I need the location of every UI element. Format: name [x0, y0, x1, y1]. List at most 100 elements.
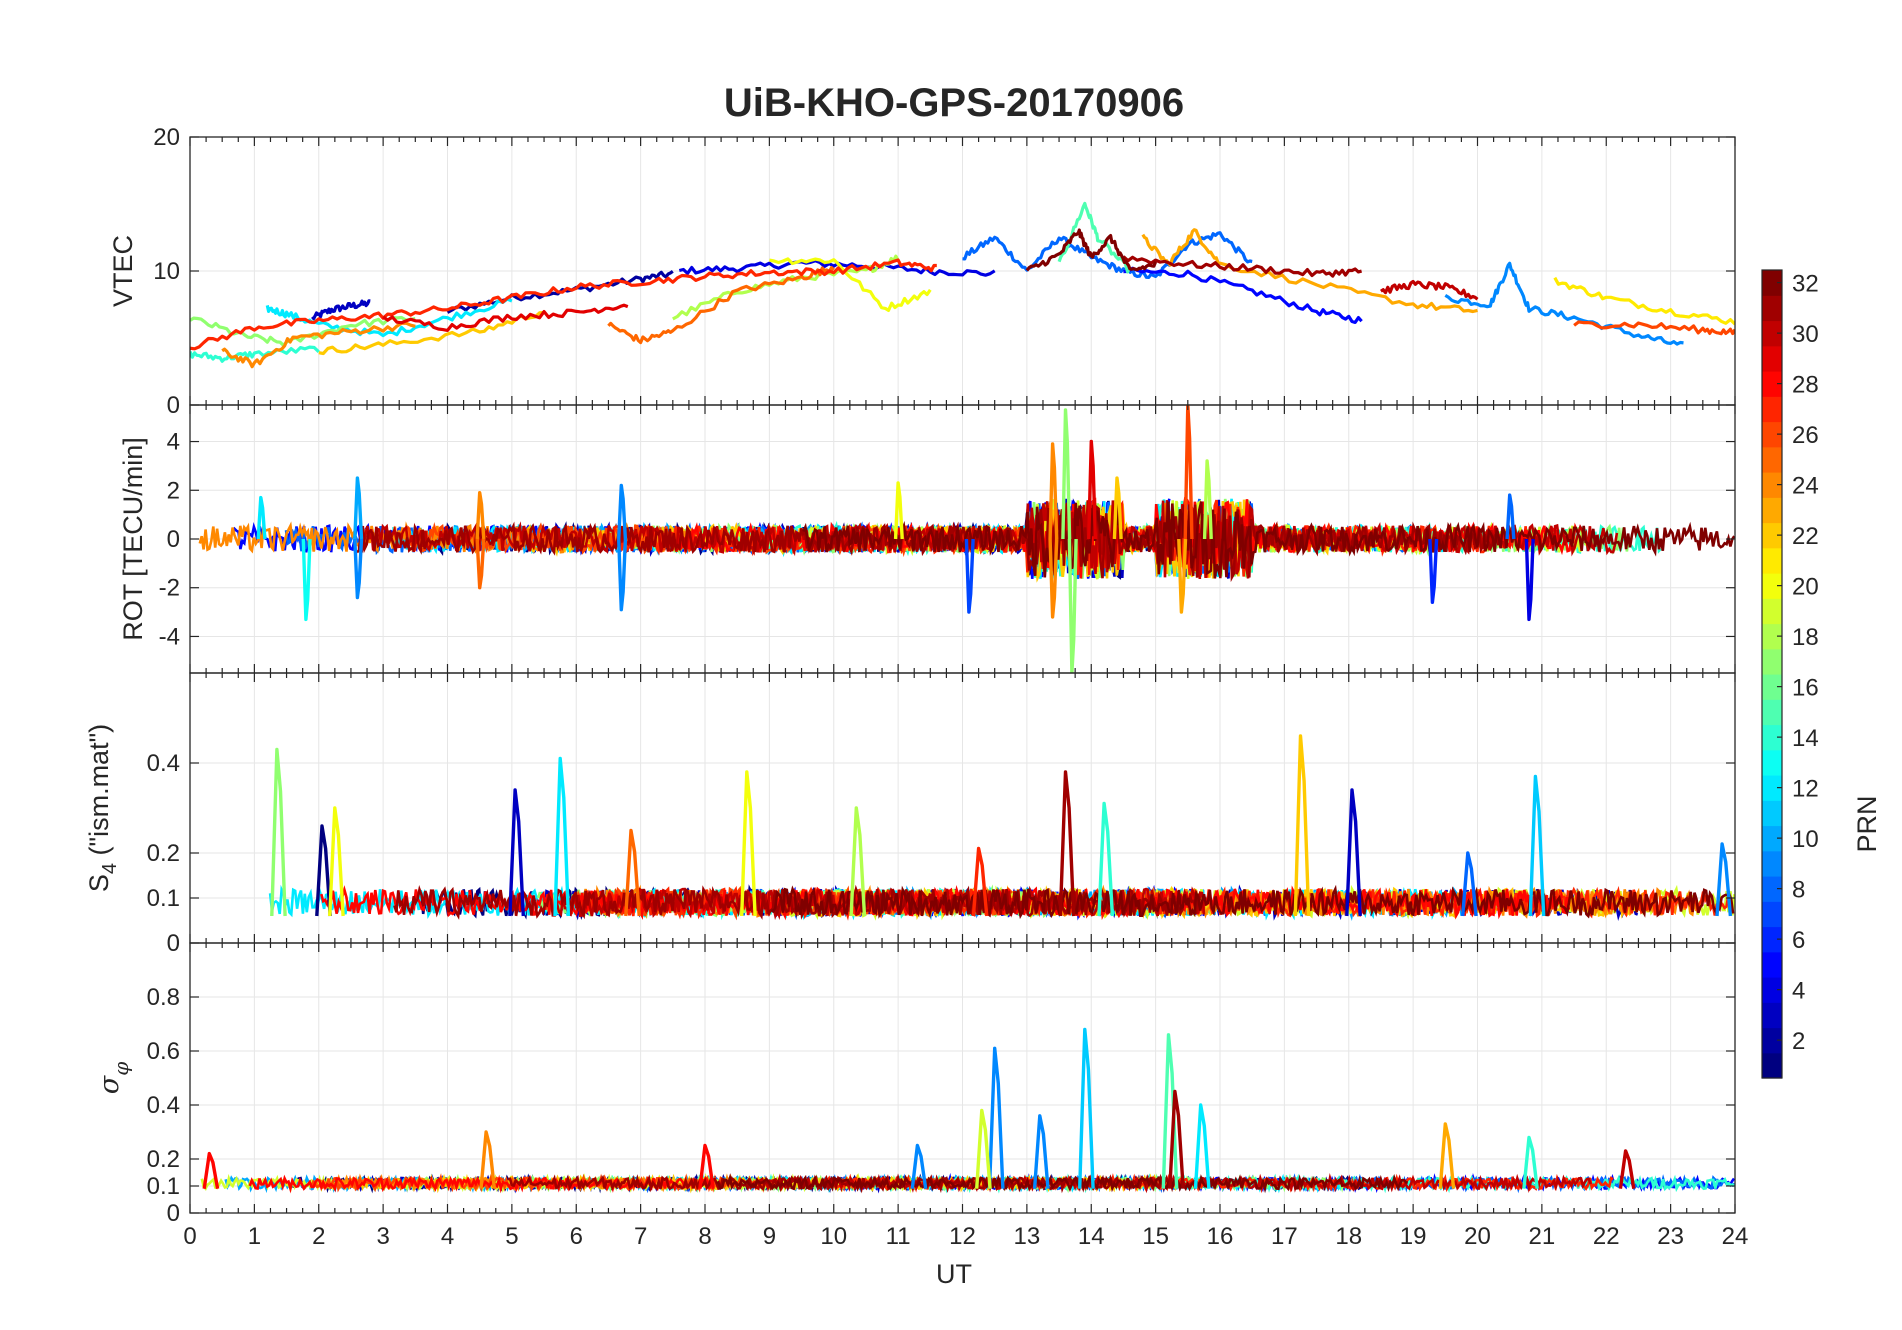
- rot-spike-12: [1067, 538, 1078, 673]
- x-tick-label: 21: [1529, 1223, 1556, 1250]
- vtec-trace-prn-8: [962, 231, 1253, 279]
- y-tick-label: 0.2: [147, 1146, 180, 1173]
- colorbar-swatch: [1762, 1052, 1782, 1079]
- colorbar-swatch: [1762, 951, 1782, 978]
- colorbar-swatch: [1762, 876, 1782, 902]
- s4-spike-8: [971, 846, 989, 917]
- x-tick-label: 19: [1400, 1223, 1427, 1250]
- colorbar-tick-label: 4: [1792, 978, 1805, 1005]
- colorbar-tick-label: 2: [1792, 1028, 1805, 1055]
- colorbar-swatch: [1762, 371, 1782, 397]
- rot-spike-3: [475, 491, 486, 540]
- sigma_phi-spike-6: [1032, 1114, 1050, 1189]
- s4-spike-12: [1345, 788, 1362, 917]
- s4-spike-1: [315, 824, 332, 917]
- s4-spike-7: [849, 806, 867, 917]
- panel-s4: 0 0.1 0.2 0.4 S4 ("ism.mat"): [84, 672, 1736, 957]
- rot-spike-19: [1505, 493, 1516, 540]
- colorbar-swatch: [1762, 623, 1782, 650]
- vtec-trace-prn-32: [1025, 228, 1158, 272]
- s4-spike-14: [1715, 842, 1733, 917]
- colorbar-tick-label: 6: [1792, 927, 1805, 954]
- y-tick-label: 0.2: [147, 840, 180, 867]
- vtec-trace-prn-21: [1553, 276, 1735, 326]
- s4-trace-prn-31: [393, 884, 1202, 920]
- sigma_phi-spike-1: [479, 1130, 497, 1189]
- sigma_phi-spike-10: [1193, 1103, 1211, 1189]
- s4-spike-6: [740, 770, 757, 917]
- y-tick-label: 0.1: [147, 885, 180, 912]
- colorbar-tick-label: 18: [1792, 624, 1819, 651]
- colorbar-tick-label: 28: [1792, 372, 1819, 399]
- colorbar-swatch: [1762, 648, 1782, 675]
- sigma_phi-spike-12: [1522, 1135, 1539, 1189]
- rot-spike-11: [1061, 408, 1072, 540]
- colorbar-swatch: [1762, 270, 1782, 296]
- vtec-trace-prn-25: [607, 266, 835, 345]
- y-tick-label: 4: [167, 429, 180, 456]
- vtec-trace-prn-5: [1123, 266, 1363, 324]
- x-tick-label: 17: [1271, 1223, 1298, 1250]
- grid-sigma_phi: [189, 943, 1736, 1214]
- y-tick-label: 10: [153, 258, 180, 285]
- x-tick-label: 6: [570, 1223, 583, 1250]
- traces-vtec: [190, 201, 1735, 369]
- y-tick-label: -4: [159, 623, 180, 650]
- sigma_phi-spike-5: [975, 1108, 992, 1189]
- vtec-trace-prn-27: [190, 258, 937, 351]
- s4-spike-10: [1097, 801, 1115, 917]
- vtec-trace-prn-31: [1122, 255, 1362, 278]
- y-axis-label-rot: ROT [TECU/min]: [118, 437, 148, 641]
- rot-spike-10: [1048, 538, 1059, 619]
- sigma_phi-spike-13: [1618, 1149, 1636, 1189]
- colorbar-tick-label: 24: [1792, 473, 1819, 500]
- y-tick-label: 0: [167, 392, 180, 419]
- colorbar-swatch: [1762, 472, 1782, 498]
- y-tick-label: 0.4: [147, 1092, 180, 1119]
- traces-s4: [268, 734, 1735, 921]
- s4-spike-3: [508, 788, 525, 917]
- sigma_phi-spike-3: [910, 1143, 928, 1189]
- colorbar-swatch: [1762, 775, 1782, 801]
- y-tick-label: 0: [167, 1200, 180, 1227]
- colorbar-label: PRN: [1852, 795, 1882, 852]
- x-tick-label: 18: [1335, 1223, 1362, 1250]
- colorbar-swatch: [1762, 850, 1782, 877]
- s4-spike-15: [1461, 851, 1478, 917]
- colorbar-swatch: [1762, 396, 1782, 423]
- colorbar-tick-label: 26: [1792, 422, 1819, 449]
- x-tick-label: 16: [1207, 1223, 1234, 1250]
- sigma_phi-trace-prn-32: [715, 1173, 1409, 1194]
- colorbar-tick-label: 8: [1792, 877, 1805, 904]
- y-tick-label: 20: [153, 124, 180, 151]
- s4-spike-5: [624, 828, 641, 917]
- y-tick-label: 0: [167, 930, 180, 957]
- colorbar-swatch: [1762, 724, 1782, 751]
- colorbar-swatch: [1762, 1002, 1782, 1029]
- colorbar-swatch: [1762, 699, 1782, 726]
- colorbar-swatch: [1762, 295, 1782, 322]
- colorbar-tick-label: 30: [1792, 321, 1819, 348]
- x-tick-label: 0: [183, 1223, 196, 1250]
- x-tick-label: 8: [698, 1223, 711, 1250]
- x-tick-label: 10: [820, 1223, 847, 1250]
- sigma_phi-spike-11: [1438, 1122, 1456, 1189]
- colorbar-tick-label: 22: [1792, 523, 1819, 550]
- x-tick-label: 12: [949, 1223, 976, 1250]
- x-tick-label: 23: [1657, 1223, 1684, 1250]
- x-tick-label: 22: [1593, 1223, 1620, 1250]
- colorbar-swatch: [1762, 749, 1782, 776]
- colorbar-swatch: [1762, 674, 1782, 700]
- colorbar-swatch: [1762, 598, 1782, 625]
- rot-spike-8: [893, 481, 904, 540]
- panel-vtec: 0 10 20 VTEC: [108, 124, 1736, 419]
- colorbar-tick-label: 32: [1792, 271, 1819, 298]
- s4-spike-9: [1058, 770, 1076, 917]
- chart-title: UiB-KHO-GPS-20170906: [724, 81, 1184, 125]
- colorbar-swatch: [1762, 926, 1782, 953]
- sigma_phi-spike-9: [1168, 1089, 1185, 1189]
- colorbar-swatch: [1762, 547, 1782, 574]
- rot-spike-14: [1183, 405, 1194, 540]
